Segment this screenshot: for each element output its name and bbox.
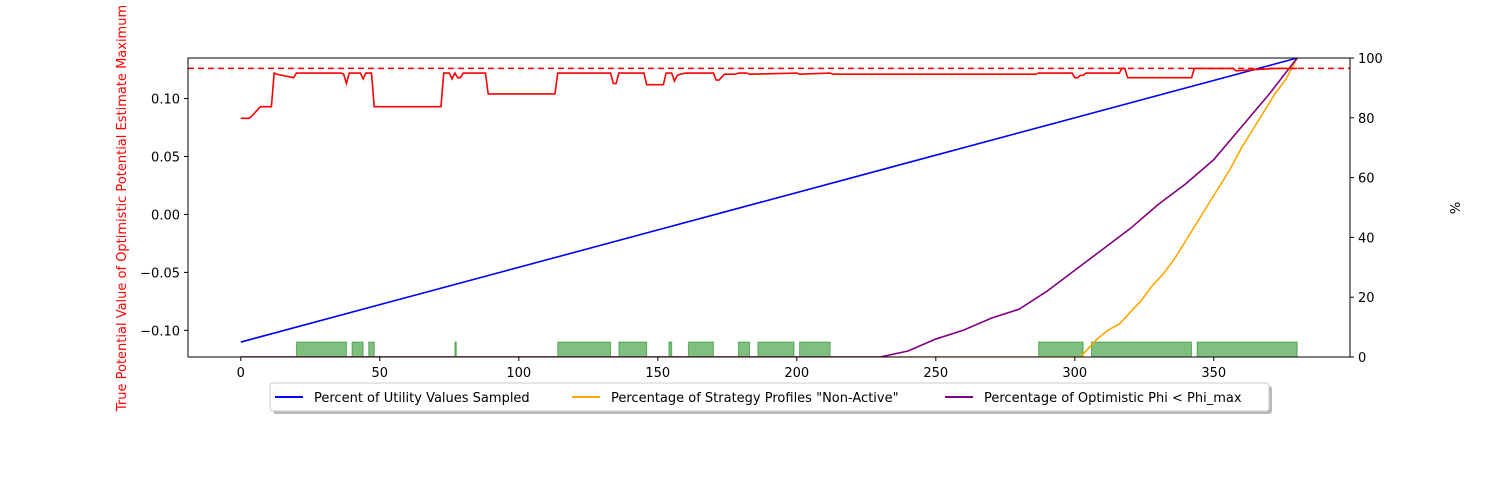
right-axis-label: %: [1449, 202, 1464, 214]
x-tick-label-0: 0: [237, 366, 245, 381]
x-tick-label-1: 50: [372, 366, 389, 381]
left-y-tick-label-0: −0.10: [140, 324, 180, 339]
legend-label-0: Percent of Utility Values Sampled: [314, 391, 530, 406]
x-tick-label-7: 350: [1201, 366, 1226, 381]
series-line-0: [240, 58, 1298, 343]
left-y-tick-label-4: 0.10: [151, 93, 180, 108]
right-y-tick-label-1: 20: [1358, 291, 1375, 306]
legend-label-2: Percentage of Optimistic Phi < Phi_max: [984, 391, 1242, 406]
axes: 0 50 100 150 200 250 300 350−0.10−0.050.000.050…: [140, 52, 1383, 381]
green-bar-5: [618, 341, 648, 357]
series-line-1: [240, 58, 1298, 357]
x-tick-label-6: 300: [1062, 366, 1087, 381]
green-bar-6: [668, 341, 673, 357]
series-line-2: [240, 58, 1298, 357]
legend: Percent of Utility Values Sampled Percent…: [269, 382, 1272, 414]
green-bar-2: [368, 341, 375, 357]
green-bar-9: [757, 341, 795, 357]
green-bar-8: [737, 341, 751, 357]
legend-box: [269, 382, 1270, 412]
green-bar-4: [557, 341, 612, 357]
x-tick-label-4: 200: [784, 366, 809, 381]
red-series-line: [240, 67, 1298, 120]
green-bar-12: [1090, 341, 1193, 357]
right-y-tick-label-0: 0: [1358, 351, 1366, 366]
green-bar-0: [295, 341, 347, 357]
left-y-tick-label-1: −0.05: [140, 266, 180, 281]
green-bar-13: [1196, 341, 1298, 357]
series-group: [188, 58, 1350, 357]
plot-frame: [187, 57, 1351, 358]
right-y-tick-label-2: 40: [1358, 231, 1375, 246]
green-bar-7: [687, 341, 714, 357]
left-y-tick-label-3: 0.05: [151, 151, 180, 166]
green-bar-10: [799, 341, 831, 357]
x-tick-label-5: 250: [923, 366, 948, 381]
x-tick-label-2: 100: [506, 366, 531, 381]
left-y-tick-label-2: 0.00: [151, 208, 180, 223]
green-bar-3: [454, 341, 457, 357]
green-bar-11: [1038, 341, 1084, 357]
right-y-tick-label-3: 60: [1358, 172, 1375, 187]
right-y-tick-label-4: 80: [1358, 112, 1375, 127]
green-bar-1: [351, 341, 364, 357]
plot-area: [188, 58, 1350, 357]
legend-label-1: Percentage of Strategy Profiles "Non-Act…: [611, 391, 899, 406]
left-axis-label: True Potential Value of Optimistic Poten…: [115, 5, 130, 412]
right-y-tick-label-5: 100: [1358, 52, 1383, 67]
x-tick-label-3: 150: [645, 366, 670, 381]
